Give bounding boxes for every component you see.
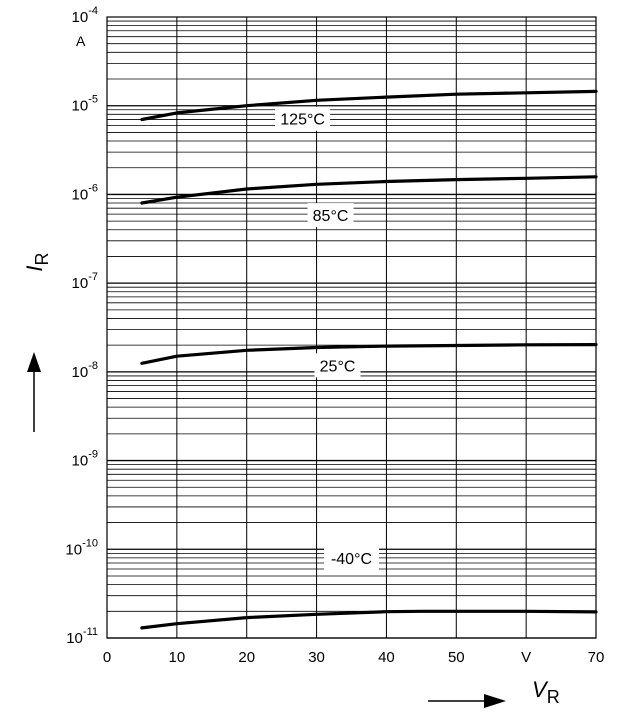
y-tick-base: 10 (72, 9, 89, 26)
y-axis-title: IR (22, 252, 52, 271)
curve-labels: 125°C 85°C 25°C -40°C (275, 106, 379, 571)
series-layer (140, 89, 598, 630)
x-tick-label: 50 (448, 649, 465, 666)
y-tick-exponent: -5 (88, 94, 98, 106)
x-tick-label: 30 (308, 649, 325, 666)
y-axis-subscript: R (32, 252, 52, 265)
x-tick-label: 20 (238, 649, 255, 666)
y-axis-unit: A (76, 33, 86, 49)
y-tick-base: 10 (72, 364, 89, 381)
y-tick-label: 10-9 (72, 449, 98, 470)
x-axis-subscript: R (547, 687, 560, 707)
series-line (140, 175, 598, 205)
x-tick-label: V (521, 649, 531, 666)
y-tick-exponent: -7 (88, 271, 98, 283)
y-tick-label: 10-10 (65, 537, 98, 558)
y-tick-exponent: -6 (88, 182, 98, 194)
y-tick-exponent: -4 (88, 5, 98, 17)
y-tick-exponent: -10 (82, 537, 98, 549)
x-tick-label: 40 (378, 649, 395, 666)
y-axis-arrow (27, 352, 41, 432)
x-tick-label: 70 (588, 649, 605, 666)
y-tick-label: 10-5 (72, 94, 98, 115)
y-tick-label: 10-11 (66, 626, 98, 647)
y-tick-base: 10 (72, 98, 89, 115)
x-tick-labels: 0 10 20 30 40 50 V 70 (103, 649, 605, 666)
curve-label: -40°C (331, 551, 372, 568)
curve-label-box (314, 353, 361, 378)
series-line (140, 609, 598, 630)
y-tick-base: 10 (65, 541, 82, 558)
y-tick-exponent: -11 (83, 626, 98, 638)
y-axis-symbol: I (22, 265, 47, 271)
y-tick-base: 10 (72, 275, 89, 292)
series-line (140, 343, 598, 365)
y-tick-base: 10 (72, 453, 89, 470)
y-tick-label: 10-4 (72, 5, 98, 26)
curve-label: 25°C (320, 358, 356, 375)
x-tick-label: 10 (169, 649, 186, 666)
curve-label: 85°C (313, 208, 349, 225)
y-tick-base: 10 (66, 630, 83, 647)
curve-label-box (275, 106, 331, 131)
y-tick-label: 10-7 (72, 271, 98, 292)
plot-frame (106, 16, 597, 639)
x-axis-arrow (428, 694, 506, 708)
y-tick-base: 10 (72, 186, 89, 203)
x-axis-symbol: V (532, 677, 549, 702)
y-tick-exponent: -9 (88, 449, 98, 461)
x-axis-title: VR (532, 677, 560, 707)
x-tick-label: 0 (103, 649, 111, 666)
series-line (140, 89, 598, 122)
curve-label-box (307, 203, 354, 228)
y-tick-exponent: -8 (88, 360, 98, 372)
y-tick-label: 10-8 (72, 360, 98, 381)
curve-label-box (324, 546, 379, 571)
y-tick-label: 10-6 (72, 182, 98, 203)
curve-label: 125°C (280, 112, 325, 129)
